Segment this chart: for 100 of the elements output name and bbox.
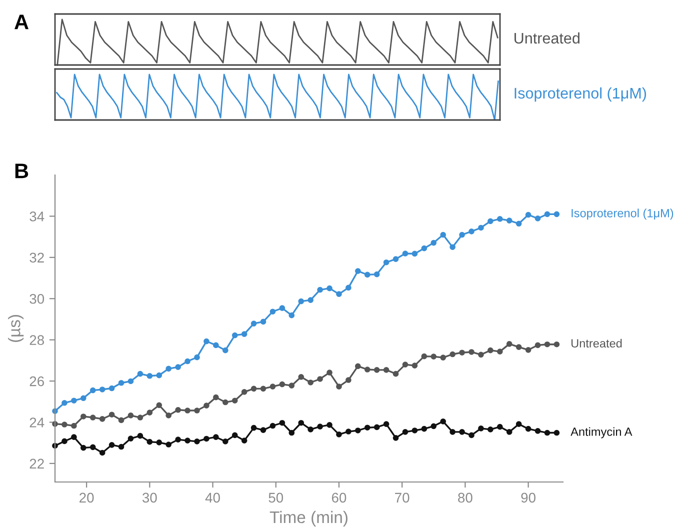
point: [99, 386, 106, 392]
point: [222, 347, 228, 354]
point: [71, 434, 77, 440]
point: [90, 414, 96, 420]
point: [184, 408, 190, 414]
point: [440, 232, 446, 238]
point: [166, 412, 172, 418]
y-tick-label: 24: [30, 418, 44, 428]
point: [260, 318, 266, 325]
point: [383, 259, 390, 266]
x-tick-label: 70: [395, 492, 410, 503]
point: [166, 366, 172, 372]
point: [128, 436, 134, 442]
point: [478, 224, 484, 231]
point: [288, 312, 295, 318]
point: [525, 347, 532, 353]
point: [250, 386, 257, 392]
point: [478, 352, 484, 358]
point: [166, 442, 172, 448]
point: [241, 438, 248, 444]
chart-title: A: [14, 14, 28, 30]
point: [430, 240, 437, 246]
point: [468, 432, 474, 438]
y-tick-label: 26: [30, 376, 44, 386]
point: [392, 434, 399, 441]
point: [354, 363, 361, 370]
point: [364, 366, 370, 372]
point: [108, 385, 115, 392]
point: [430, 354, 437, 360]
point: [421, 353, 428, 360]
point: [402, 250, 408, 256]
point: [346, 377, 352, 383]
point: [421, 245, 428, 252]
point: [459, 350, 465, 356]
point: [317, 376, 323, 382]
point: [184, 438, 190, 444]
point: [108, 412, 115, 418]
point: [450, 244, 456, 250]
point: [516, 421, 522, 428]
point: [146, 410, 153, 416]
series-label: Untreated: [571, 338, 622, 348]
point: [421, 426, 428, 432]
series-label: Antimycin A: [570, 427, 632, 438]
point: [175, 406, 181, 413]
point: [364, 272, 370, 278]
point: [194, 408, 200, 414]
point: [459, 429, 465, 435]
point: [232, 398, 238, 404]
point: [213, 434, 219, 440]
x-tick-label: 20: [80, 492, 94, 503]
y-tick-label: 28: [30, 335, 44, 345]
point: [468, 349, 474, 355]
point: [317, 424, 323, 430]
point: [270, 308, 276, 315]
point: [412, 428, 418, 434]
point: [430, 423, 437, 430]
y-tick-label: 22: [30, 458, 44, 468]
point: [175, 436, 181, 442]
y-tick-label: 30: [30, 294, 44, 304]
x-tick-label: 60: [332, 492, 346, 503]
point: [506, 341, 512, 347]
point: [488, 218, 494, 224]
point: [317, 286, 323, 293]
y-tick-label: 32: [30, 252, 44, 263]
point: [232, 432, 238, 438]
point: [354, 428, 361, 434]
point: [71, 422, 77, 429]
point: [194, 438, 200, 444]
point: [364, 424, 370, 431]
point: [534, 428, 541, 434]
point: [496, 216, 503, 222]
point: [118, 444, 124, 450]
point: [544, 430, 550, 436]
point: [534, 216, 541, 222]
point: [354, 268, 361, 274]
point: [554, 211, 560, 218]
point: [326, 422, 332, 428]
point: [374, 424, 380, 430]
point: [62, 438, 68, 444]
point: [534, 342, 541, 348]
point: [175, 364, 181, 370]
point: [336, 291, 342, 298]
point: [118, 417, 124, 424]
point: [156, 402, 162, 408]
point: [222, 399, 228, 406]
point: [496, 348, 503, 354]
point: [298, 420, 304, 426]
point: [222, 438, 228, 444]
point: [326, 285, 332, 292]
point: [260, 427, 266, 433]
point: [336, 431, 342, 438]
point: [450, 351, 456, 358]
point: [241, 331, 248, 337]
x-axis-title: Time (min): [270, 510, 348, 526]
point: [270, 422, 276, 429]
point: [488, 347, 494, 354]
point: [554, 341, 560, 348]
point: [270, 384, 276, 390]
point: [288, 430, 295, 436]
point: [525, 212, 532, 218]
